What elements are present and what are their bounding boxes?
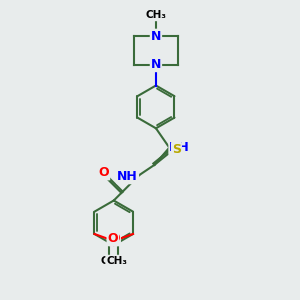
Text: N: N — [151, 58, 161, 71]
Text: N: N — [151, 30, 161, 43]
Text: S: S — [172, 143, 181, 156]
Text: O: O — [99, 167, 109, 179]
Text: CH₃: CH₃ — [100, 256, 121, 266]
Text: NH: NH — [117, 170, 138, 183]
Text: O: O — [109, 232, 120, 245]
Text: O: O — [107, 232, 118, 245]
Text: CH₃: CH₃ — [146, 11, 167, 20]
Text: NH: NH — [169, 141, 190, 154]
Text: CH₃: CH₃ — [106, 256, 127, 266]
